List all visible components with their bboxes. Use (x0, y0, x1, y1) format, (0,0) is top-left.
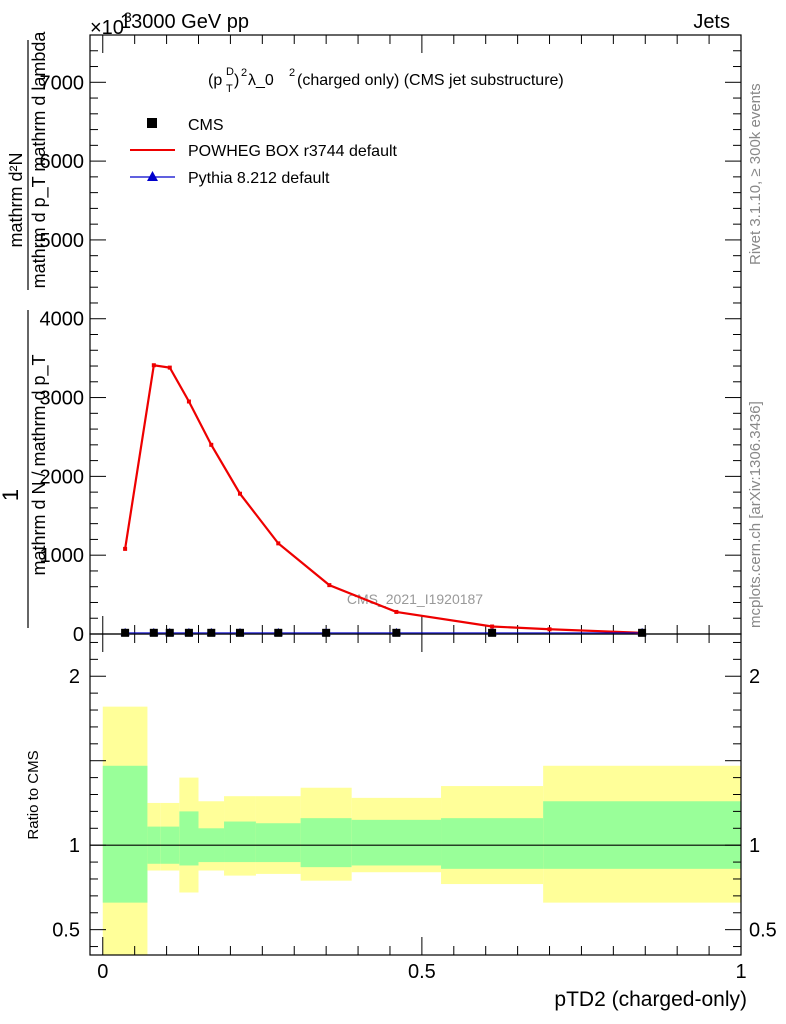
powheg-point (394, 609, 399, 614)
y-tick-label: 5000 (40, 230, 85, 252)
powheg-point (276, 541, 281, 546)
title-base: (p (208, 72, 222, 89)
y-tick-label: 0 (73, 624, 84, 646)
x-tick-label: 0.5 (408, 961, 436, 983)
y-tick-label: 3000 (40, 388, 85, 410)
y-axis-label-denominator-right: mathrm d p_T mathrm d lambda (29, 31, 50, 289)
mcplots-label: mcplots.cern.ch [arXiv:1306.3436] (747, 401, 764, 628)
powheg-point (186, 399, 191, 404)
y-tick-label: 4000 (40, 309, 85, 331)
powheg-line (124, 363, 643, 634)
ratio-stat-band-5 (224, 821, 256, 863)
legend-cms-label: CMS (188, 117, 224, 134)
cms-point (638, 628, 647, 637)
y-exponent-base: ×10 (90, 17, 124, 39)
legend-powheg-label: POWHEG BOX r3744 default (188, 143, 398, 160)
y-tick-label: 2000 (40, 466, 85, 488)
y-tick-label: 7000 (40, 72, 85, 94)
title-close: ) (234, 72, 239, 89)
powheg-point (237, 491, 242, 496)
powheg-point (209, 442, 214, 447)
powheg-point (490, 624, 495, 629)
y-tick-label: 6000 (40, 151, 85, 173)
title-power: 2 (241, 67, 247, 79)
cms-point (392, 628, 401, 637)
title-sub: T (226, 83, 233, 95)
y-exponent-power: 3 (124, 9, 132, 25)
powheg-point (547, 627, 552, 632)
ratio-y-tick-label: 1 (69, 835, 80, 857)
ratio-y-tick-label-right: 2 (749, 666, 760, 688)
legend-cms-marker (147, 118, 157, 128)
cms-point (207, 628, 216, 637)
powheg-point (123, 546, 128, 551)
plot-title: (p D T ) 2 λ_0 2 (charged only) (CMS jet… (208, 66, 564, 95)
cms-point (121, 628, 130, 637)
ratio-stat-band-9 (441, 818, 544, 869)
svg-text:(p: (p (208, 72, 222, 89)
powheg-point (151, 363, 156, 368)
cms-point (184, 628, 193, 637)
title-rest: λ_0 (248, 72, 274, 89)
y-axis-label-denominator: mathrm d N / mathrm d p_T (29, 354, 50, 575)
y-axis-label-numerator-right: mathrm d²N (6, 152, 26, 247)
cms-point (149, 628, 158, 637)
title-sup: D (226, 66, 234, 78)
title-power2: 2 (289, 67, 295, 79)
cms-point (322, 628, 331, 637)
ratio-y-tick-label: 0.5 (52, 920, 80, 942)
cms-point (165, 628, 174, 637)
cms-point (235, 628, 244, 637)
header-left: 13000 GeV pp (120, 11, 249, 33)
x-axis-label: pTD2 (charged-only) (554, 988, 747, 1011)
ratio-stat-band-3 (179, 811, 199, 866)
legend-pythia-label: Pythia 8.212 default (188, 170, 330, 187)
data-series (120, 363, 647, 637)
powheg-point (327, 583, 332, 588)
rivet-label: Rivet 3.1.10, ≥ 300k events (747, 83, 764, 265)
ratio-stat-band-8 (351, 819, 442, 866)
ratio-y-tick-label-right: 0.5 (749, 920, 777, 942)
y-axis-label-one: 1 (0, 489, 23, 501)
ratio-y-axis-label: Ratio to CMS (25, 750, 42, 839)
x-tick-label: 1 (735, 961, 746, 983)
y-exponent: ×10 3 (90, 9, 132, 39)
ratio-stat-band-10 (543, 801, 741, 869)
powheg-point (167, 365, 172, 370)
y-axis-label: 1 mathrm d N / mathrm d p_T mathrm d²N m… (0, 31, 50, 628)
ratio-stat-band-0 (102, 765, 148, 903)
header-right: Jets (693, 11, 730, 33)
x-tick-label: 0 (97, 961, 108, 983)
ratio-stat-band-6 (255, 823, 301, 863)
ratio-y-tick-label-right: 1 (749, 835, 760, 857)
cms-point (488, 628, 497, 637)
ratio-stat-band-7 (300, 818, 352, 868)
ratio-bands (90, 706, 741, 955)
legend: CMS POWHEG BOX r3744 default Pythia 8.21… (130, 117, 398, 187)
legend-pythia-marker (147, 171, 158, 181)
ratio-y-tick-label: 2 (69, 666, 80, 688)
y-tick-label: 1000 (40, 545, 85, 567)
title-tail: (charged only) (CMS jet substructure) (297, 72, 564, 89)
watermark: CMS_2021_I1920187 (347, 591, 483, 607)
cms-point (274, 628, 283, 637)
